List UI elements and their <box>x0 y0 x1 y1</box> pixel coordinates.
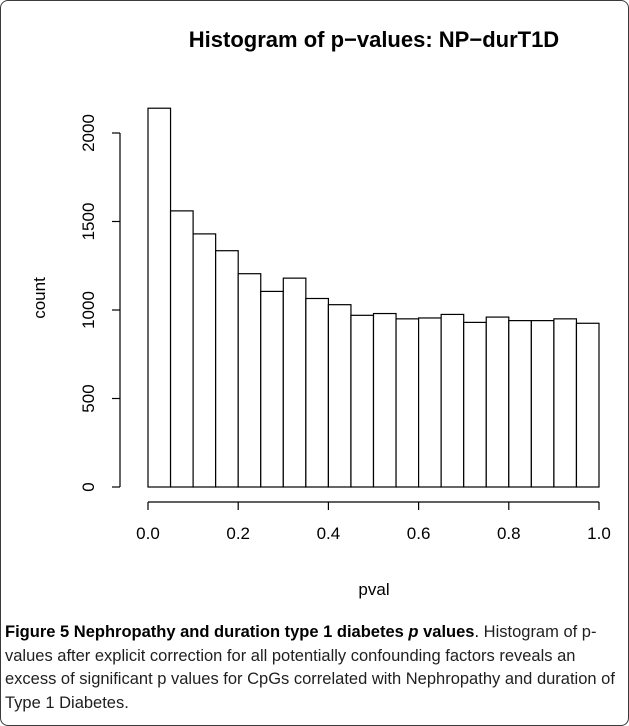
histogram-bar <box>147 107 172 488</box>
histogram-bar <box>553 318 578 488</box>
histogram-chart: Histogram of p−values: NP−durT1D 0 500 100… <box>30 27 611 599</box>
y-tick-label: 1500 <box>79 203 98 241</box>
figure-caption: Figure 5 Nephropathy and duration type 1… <box>5 621 623 715</box>
histogram-bar <box>463 321 487 488</box>
histogram-bar <box>508 320 532 488</box>
y-axis: 0 500 1000 1500 2000 <box>79 114 121 492</box>
caption-title-pre: Nephropathy and duration type 1 diabetes <box>73 623 409 641</box>
y-axis-label: count <box>30 277 49 319</box>
caption-title: Nephropathy and duration type 1 diabetes… <box>74 623 475 641</box>
y-tick-label: 500 <box>79 384 98 412</box>
caption-title-post: values <box>418 623 475 641</box>
histogram-bar <box>327 304 352 488</box>
chart-title: Histogram of p−values: NP−durT1D <box>189 27 559 52</box>
histogram-bar <box>485 316 510 488</box>
histogram-bar <box>260 290 284 488</box>
histogram-bar <box>305 297 330 488</box>
caption-description: Histogram of p-values after explicit cor… <box>5 623 615 712</box>
histogram-bar <box>350 314 375 488</box>
histogram-bar <box>395 318 420 488</box>
x-axis: 0.0 0.2 0.4 0.6 0.8 1.0 <box>136 501 611 543</box>
y-tick-label: 1000 <box>79 291 98 329</box>
histogram-bar <box>418 317 442 488</box>
x-tick-label: 0.6 <box>407 524 431 543</box>
histogram-bar <box>372 312 397 488</box>
x-tick-label: 0.2 <box>226 524 250 543</box>
caption-title-italic: p <box>408 623 419 641</box>
histogram-bar <box>575 322 600 488</box>
y-tick-label: 2000 <box>79 114 98 152</box>
caption-figure-label: Figure 5 <box>5 623 70 641</box>
x-axis-label: pval <box>358 580 389 599</box>
x-tick-label: 0.0 <box>136 524 160 543</box>
histogram-bar <box>237 273 262 488</box>
x-tick-label: 0.4 <box>317 524 341 543</box>
histogram-bar <box>530 320 555 488</box>
y-tick-label: 0 <box>79 482 98 491</box>
histogram-bar <box>169 210 194 488</box>
histogram-bar <box>192 233 217 488</box>
histogram-bar <box>282 277 307 488</box>
x-tick-label: 1.0 <box>587 524 611 543</box>
histogram-bar <box>440 313 465 488</box>
x-tick-label: 0.8 <box>497 524 521 543</box>
caption-period: . <box>474 623 480 641</box>
histogram-bar <box>215 250 239 488</box>
bars-group <box>147 107 600 488</box>
